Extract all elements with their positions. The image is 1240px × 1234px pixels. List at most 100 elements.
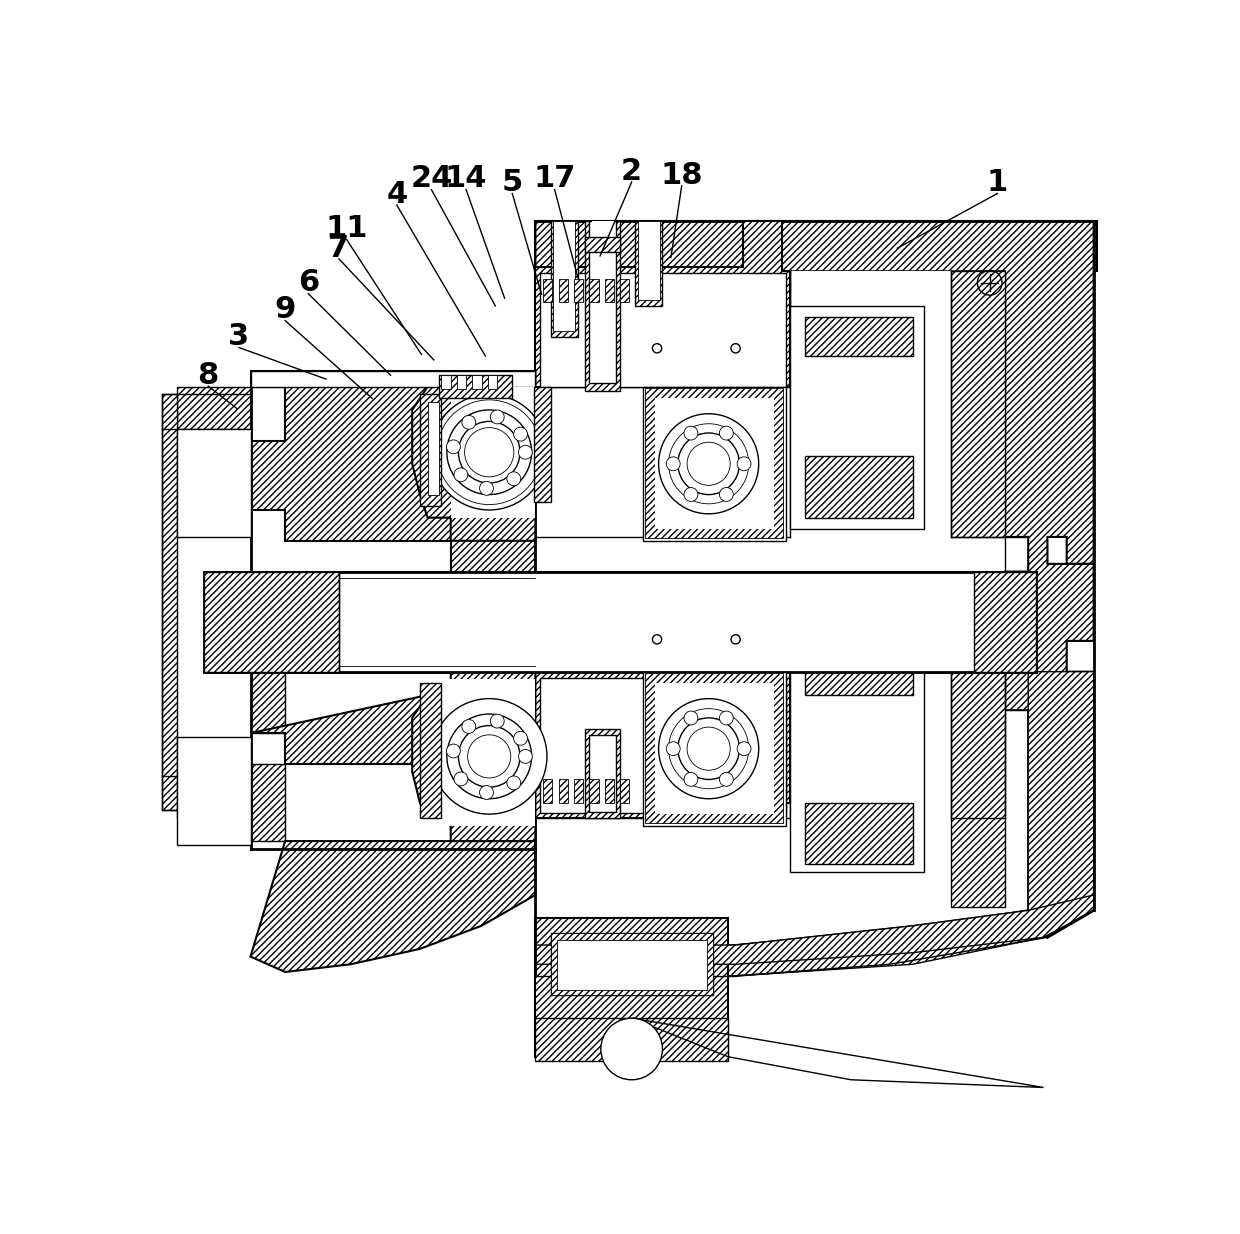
Circle shape — [518, 445, 532, 459]
Polygon shape — [428, 680, 536, 826]
Polygon shape — [439, 375, 512, 399]
Circle shape — [507, 776, 521, 790]
Circle shape — [518, 749, 532, 764]
Polygon shape — [177, 429, 250, 537]
Circle shape — [719, 711, 733, 724]
Circle shape — [461, 719, 476, 733]
Polygon shape — [644, 671, 786, 826]
Polygon shape — [574, 279, 583, 302]
Polygon shape — [536, 671, 790, 818]
Polygon shape — [558, 780, 568, 802]
Polygon shape — [250, 371, 536, 386]
Text: 6: 6 — [298, 268, 319, 297]
Polygon shape — [790, 649, 924, 872]
Polygon shape — [420, 684, 441, 818]
Circle shape — [737, 457, 751, 470]
Text: 7: 7 — [329, 233, 350, 263]
Polygon shape — [551, 933, 713, 995]
Polygon shape — [637, 221, 660, 300]
Circle shape — [678, 433, 739, 495]
Polygon shape — [250, 671, 285, 733]
Circle shape — [730, 343, 740, 353]
Circle shape — [432, 395, 547, 510]
Circle shape — [436, 400, 542, 505]
Polygon shape — [589, 734, 616, 812]
Polygon shape — [441, 375, 450, 389]
Polygon shape — [635, 221, 662, 306]
Polygon shape — [285, 671, 536, 842]
Polygon shape — [574, 780, 583, 802]
Polygon shape — [589, 221, 616, 383]
Polygon shape — [456, 375, 466, 389]
Circle shape — [459, 422, 520, 482]
Polygon shape — [536, 221, 1094, 976]
Polygon shape — [553, 221, 575, 331]
Polygon shape — [655, 684, 774, 814]
Polygon shape — [645, 389, 784, 538]
Circle shape — [668, 423, 749, 503]
Polygon shape — [557, 939, 707, 990]
Circle shape — [480, 786, 494, 800]
Circle shape — [719, 487, 733, 501]
Polygon shape — [805, 457, 913, 518]
Polygon shape — [543, 780, 552, 802]
Polygon shape — [951, 640, 1006, 907]
Polygon shape — [605, 279, 614, 302]
Polygon shape — [541, 677, 786, 813]
Circle shape — [465, 428, 513, 476]
Circle shape — [684, 772, 698, 786]
Polygon shape — [534, 386, 551, 502]
Polygon shape — [541, 273, 786, 386]
Circle shape — [687, 442, 730, 485]
Circle shape — [719, 426, 733, 441]
Circle shape — [719, 772, 733, 786]
Polygon shape — [162, 395, 177, 811]
Polygon shape — [487, 375, 497, 389]
Polygon shape — [805, 802, 913, 864]
Polygon shape — [536, 640, 1006, 907]
Circle shape — [730, 634, 740, 644]
Polygon shape — [975, 571, 1035, 671]
Polygon shape — [177, 771, 250, 818]
Circle shape — [684, 426, 698, 441]
Circle shape — [454, 468, 467, 481]
Polygon shape — [655, 399, 774, 529]
Polygon shape — [250, 671, 536, 787]
Polygon shape — [543, 279, 552, 302]
Text: 11: 11 — [325, 215, 368, 243]
Polygon shape — [536, 895, 1094, 964]
Circle shape — [678, 718, 739, 780]
Polygon shape — [536, 671, 1094, 976]
Circle shape — [668, 708, 749, 789]
Polygon shape — [536, 918, 728, 1056]
Polygon shape — [585, 729, 620, 818]
Polygon shape — [551, 221, 578, 337]
Polygon shape — [805, 317, 913, 355]
Polygon shape — [536, 1018, 728, 1060]
Polygon shape — [420, 395, 441, 506]
Circle shape — [467, 734, 511, 777]
Circle shape — [658, 413, 759, 513]
Circle shape — [666, 457, 681, 470]
Polygon shape — [536, 221, 790, 386]
Text: 3: 3 — [228, 322, 249, 352]
Polygon shape — [645, 674, 784, 823]
Circle shape — [666, 742, 681, 755]
Circle shape — [737, 742, 751, 755]
Polygon shape — [951, 271, 1006, 537]
Polygon shape — [177, 737, 250, 845]
Circle shape — [446, 744, 460, 758]
Circle shape — [490, 714, 505, 728]
Polygon shape — [472, 375, 481, 389]
Polygon shape — [250, 842, 536, 972]
Text: 2: 2 — [621, 157, 642, 185]
Polygon shape — [591, 221, 614, 375]
Text: 24: 24 — [410, 164, 453, 194]
Polygon shape — [205, 571, 1035, 671]
Polygon shape — [585, 221, 620, 391]
Text: 17: 17 — [533, 164, 575, 194]
Polygon shape — [250, 371, 536, 571]
Polygon shape — [205, 571, 339, 671]
Text: 8: 8 — [197, 360, 218, 390]
Polygon shape — [541, 677, 786, 813]
